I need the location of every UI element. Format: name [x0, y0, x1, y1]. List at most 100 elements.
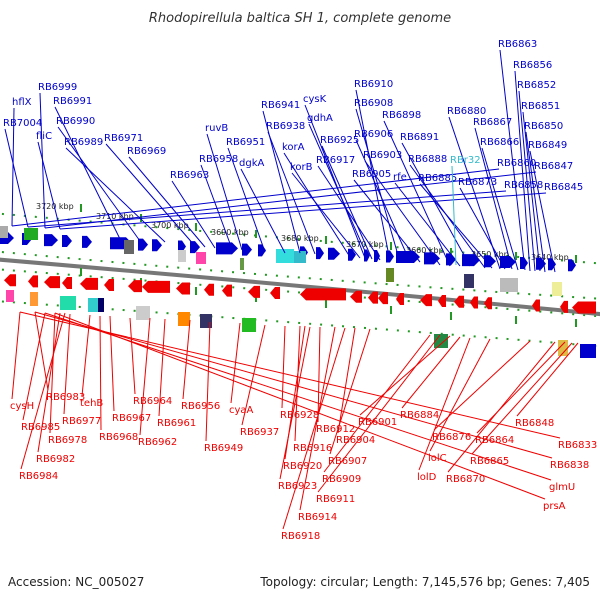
gene-label-rb6923[interactable]: RB6923 — [278, 481, 317, 492]
gene-label-rb6838[interactable]: RB6838 — [550, 460, 589, 471]
gene-label-rb6951[interactable]: RB6951 — [226, 137, 265, 148]
forward-gene-arrow[interactable] — [568, 259, 576, 272]
gene-label-rb6907[interactable]: RB6907 — [328, 456, 367, 467]
forward-gene-arrow[interactable] — [242, 243, 252, 256]
gene-label-rb6958[interactable]: RB6958 — [199, 154, 238, 165]
reverse-gene-arrow[interactable] — [368, 291, 378, 304]
gene-label-rb6847[interactable]: RB6847 — [534, 161, 573, 172]
gene-label-rb6999[interactable]: RB6999 — [38, 82, 77, 93]
reverse-gene-arrow[interactable] — [484, 297, 492, 310]
reverse-gene-arrow[interactable] — [104, 278, 114, 291]
gene-label-rfe[interactable]: rfe — [393, 172, 407, 183]
reverse-gene-arrow[interactable] — [204, 283, 214, 296]
forward-gene-arrow[interactable] — [178, 240, 186, 253]
gene-label-rb6983[interactable]: RB6983 — [46, 392, 85, 403]
gene-label-rb6876[interactable]: RB6876 — [432, 432, 471, 443]
gene-label-rb6925[interactable]: RB6925 — [320, 135, 359, 146]
highlight-gene-box[interactable] — [294, 251, 306, 263]
reverse-gene-arrow[interactable] — [396, 293, 404, 306]
gene-label-rb6971[interactable]: RB6971 — [104, 133, 143, 144]
gene-label-ruvb[interactable]: ruvB — [205, 123, 228, 134]
reverse-gene-arrow[interactable] — [270, 286, 280, 299]
reverse-gene-arrow[interactable] — [300, 288, 346, 301]
gene-label-rb6956[interactable]: RB6956 — [181, 401, 220, 412]
reverse-gene-arrow[interactable] — [378, 292, 388, 305]
reverse-gene-arrow[interactable] — [128, 280, 142, 293]
gene-label-rb6845[interactable]: RB6845 — [544, 182, 583, 193]
gene-label-rb6961[interactable]: RB6961 — [157, 418, 196, 429]
gene-label-rb6858[interactable]: RB6858 — [504, 180, 543, 191]
reverse-gene-arrow[interactable] — [350, 290, 362, 303]
gene-label-rb6968[interactable]: RB6968 — [99, 432, 138, 443]
forward-gene-arrow[interactable] — [462, 254, 480, 267]
gene-label-rb6904[interactable]: RB6904 — [336, 435, 375, 446]
forward-gene-arrow[interactable] — [316, 247, 324, 260]
gene-label-rb6833[interactable]: RB6833 — [558, 440, 597, 451]
gene-label-rb6850[interactable]: RB6850 — [524, 121, 563, 132]
forward-gene-arrow[interactable] — [348, 248, 356, 261]
gene-label-rb6914[interactable]: RB6914 — [298, 512, 337, 523]
gene-label-rb6941[interactable]: RB6941 — [261, 100, 300, 111]
gene-label-rb6912[interactable]: RB6912 — [316, 424, 355, 435]
gene-label-rb6905[interactable]: RB6905 — [352, 169, 391, 180]
gene-label-rb6911[interactable]: RB6911 — [316, 494, 355, 505]
gene-label-rb6891[interactable]: RB6891 — [400, 132, 439, 143]
reverse-gene-arrow[interactable] — [4, 274, 16, 287]
gene-label-gdha[interactable]: gdhA — [307, 113, 333, 124]
gene-label-rb6863[interactable]: RB6863 — [498, 39, 537, 50]
gene-label-rb6848[interactable]: RB6848 — [515, 418, 554, 429]
gene-label-rb6977[interactable]: RB6977 — [62, 416, 101, 427]
gene-label-rb6918[interactable]: RB6918 — [281, 531, 320, 542]
reverse-gene-arrow[interactable] — [454, 295, 464, 308]
reverse-gene-arrow[interactable] — [222, 284, 232, 297]
forward-gene-arrow[interactable] — [152, 239, 162, 252]
gene-label-cysk[interactable]: cysK — [303, 94, 327, 105]
gene-label-rb6888[interactable]: RB6888 — [408, 154, 447, 165]
reverse-gene-arrow[interactable] — [470, 296, 478, 309]
gene-label-rb6852[interactable]: RB6852 — [517, 80, 556, 91]
reverse-gene-arrow[interactable] — [142, 280, 170, 293]
gene-label-rb6908[interactable]: RB6908 — [354, 98, 393, 109]
gene-label-rb6917[interactable]: RB6917 — [316, 155, 355, 166]
gene-label-rb6989[interactable]: RB6989 — [64, 137, 103, 148]
reverse-gene-arrow[interactable] — [44, 276, 60, 289]
reverse-gene-arrow[interactable] — [438, 295, 446, 308]
gene-label-rb6884[interactable]: RB6884 — [400, 410, 439, 421]
gene-label-korb[interactable]: korB — [290, 162, 313, 173]
gene-label-rb6938[interactable]: RB6938 — [266, 121, 305, 132]
gene-label-rb6906[interactable]: RB6906 — [354, 129, 393, 140]
forward-gene-arrow[interactable] — [82, 235, 92, 248]
gene-label-rb6865[interactable]: RB6865 — [470, 456, 509, 467]
gene-label-rb6963[interactable]: RB6963 — [170, 170, 209, 181]
gene-label-rb6991[interactable]: RB6991 — [53, 96, 92, 107]
reverse-gene-arrow[interactable] — [560, 300, 568, 313]
gene-label-rb6885[interactable]: RB6885 — [418, 173, 457, 184]
forward-gene-arrow[interactable] — [500, 256, 516, 268]
gene-label-rb6866[interactable]: RB6866 — [480, 137, 519, 148]
gene-label-rb6867[interactable]: RB6867 — [473, 117, 512, 128]
gene-label-rb6856[interactable]: RB6856 — [513, 60, 552, 71]
forward-gene-arrow[interactable] — [258, 244, 266, 257]
gene-label-rb6864[interactable]: RB6864 — [475, 435, 514, 446]
gene-label-rb6898[interactable]: RB6898 — [382, 110, 421, 121]
gene-label-rb6910[interactable]: RB6910 — [354, 79, 393, 90]
forward-gene-arrow[interactable] — [328, 247, 340, 260]
gene-label-rb6964[interactable]: RB6964 — [133, 396, 172, 407]
forward-gene-arrow[interactable] — [424, 252, 440, 265]
gene-label-rb6985[interactable]: RB6985 — [21, 422, 60, 433]
gene-label-flic[interactable]: fliC — [36, 131, 52, 142]
reverse-gene-arrow[interactable] — [248, 285, 260, 298]
forward-gene-arrow[interactable] — [138, 238, 148, 251]
gene-label-rb6967[interactable]: RB6967 — [112, 413, 151, 424]
gene-label-rb6880[interactable]: RB6880 — [447, 106, 486, 117]
gene-label-rb6990[interactable]: RB6990 — [56, 116, 95, 127]
gene-label-rb6860[interactable]: RB6860 — [497, 158, 536, 169]
reverse-gene-arrow[interactable] — [28, 275, 38, 288]
gene-label-rb6870[interactable]: RB6870 — [446, 474, 485, 485]
gene-label-rb6982[interactable]: RB6982 — [36, 454, 75, 465]
reverse-gene-arrow[interactable] — [80, 277, 98, 290]
gene-label-rb6903[interactable]: RB6903 — [363, 150, 402, 161]
forward-gene-arrow[interactable] — [216, 242, 238, 255]
reverse-gene-arrow[interactable] — [176, 282, 190, 295]
gene-label-rb6849[interactable]: RB6849 — [528, 140, 567, 151]
